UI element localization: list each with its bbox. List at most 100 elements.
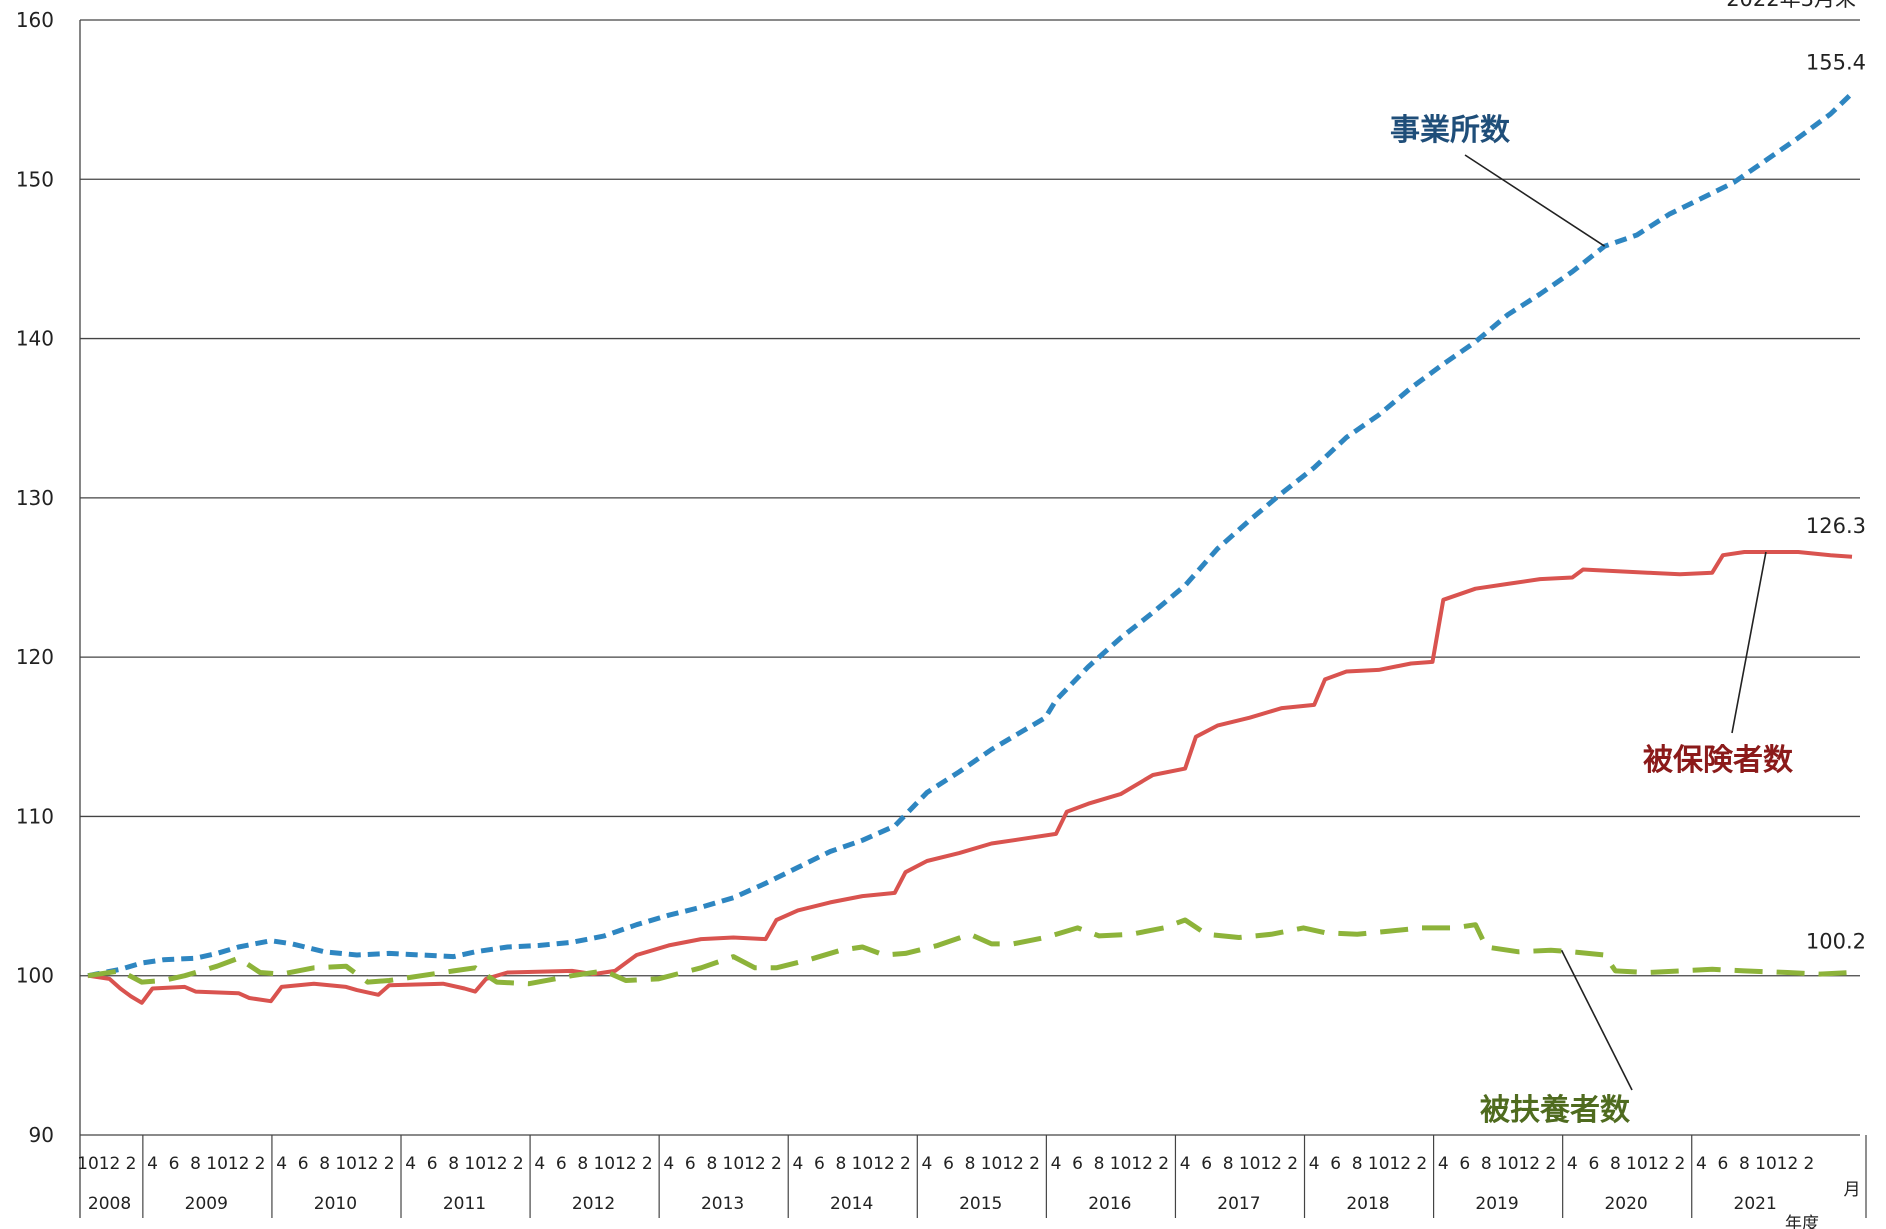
series-line: [87, 550, 1853, 1005]
x-month-label: 12: [1518, 1154, 1540, 1174]
x-month-label: 2: [1029, 1154, 1040, 1174]
x-month-label: 2: [900, 1154, 911, 1174]
end-value-label: 100.2: [1806, 930, 1866, 954]
series-line: [87, 917, 1853, 987]
x-month-label: 8: [1481, 1154, 1492, 1174]
y-tick-label: 120: [16, 645, 54, 669]
x-month-label: 12: [744, 1154, 766, 1174]
x-month-label: 12: [1389, 1154, 1411, 1174]
x-year-label: 2019: [1475, 1194, 1518, 1214]
x-month-label: 10: [981, 1154, 1003, 1174]
x-year-label: 2018: [1346, 1194, 1389, 1214]
x-month-label: 10: [1755, 1154, 1777, 1174]
x-month-label: 10: [852, 1154, 874, 1174]
x-year-label: 2013: [701, 1194, 744, 1214]
x-month-label: 12: [873, 1154, 895, 1174]
x-year-label: 2016: [1088, 1194, 1131, 1214]
y-tick-label: 140: [16, 327, 54, 351]
x-month-label: 8: [836, 1154, 847, 1174]
y-tick-label: 100: [16, 964, 54, 988]
x-month-label: 8: [448, 1154, 459, 1174]
x-month-label: 6: [943, 1154, 954, 1174]
x-month-label: 12: [1777, 1154, 1799, 1174]
series-label: 事業所数: [1390, 113, 1511, 148]
x-month-label: 4: [1567, 1154, 1578, 1174]
x-month-label: 8: [965, 1154, 976, 1174]
x-month-label: 4: [534, 1154, 545, 1174]
x-month-label: 6: [1718, 1154, 1729, 1174]
x-month-label: 10: [1368, 1154, 1390, 1174]
y-axis: 90 100 110 120 130 140 150 160: [16, 8, 81, 1218]
x-month-label: 4: [405, 1154, 416, 1174]
x-month-label: 10: [1626, 1154, 1648, 1174]
x-month-label: 12: [228, 1154, 250, 1174]
x-month-label: 8: [319, 1154, 330, 1174]
x-month-label: 12: [615, 1154, 637, 1174]
x-month-label: 4: [1696, 1154, 1707, 1174]
x-month-label: 6: [1588, 1154, 1599, 1174]
x-year-label: 2021: [1734, 1194, 1777, 1214]
x-month-label: 10: [206, 1154, 228, 1174]
y-tick-label: 130: [16, 486, 54, 510]
x-year-label: 2017: [1217, 1194, 1260, 1214]
x-month-label: 6: [169, 1154, 180, 1174]
x-year-label: 2008: [88, 1194, 131, 1214]
x-month-label: 4: [663, 1154, 674, 1174]
x-month-label: 4: [1309, 1154, 1320, 1174]
callout-leader-line: [1731, 551, 1767, 734]
y-tick-label: 150: [16, 167, 54, 191]
x-month-label: 2: [255, 1154, 266, 1174]
date-note: 2022年3月末: [1726, 0, 1856, 11]
x-month-label: 2: [1158, 1154, 1169, 1174]
x-month-label: 2: [1287, 1154, 1298, 1174]
x-month-label: 2: [771, 1154, 782, 1174]
end-value-label: 126.3: [1806, 514, 1866, 538]
x-month-label: 2: [1674, 1154, 1685, 1174]
callout-leader-line: [1464, 154, 1606, 247]
x-month-label: 8: [1352, 1154, 1363, 1174]
gridlines: [80, 19, 1860, 1136]
x-month-label: 2: [513, 1154, 524, 1174]
x-month-label: 2: [1545, 1154, 1556, 1174]
x-month-label: 6: [1072, 1154, 1083, 1174]
x-month-label: 6: [1201, 1154, 1212, 1174]
x-month-label: 4: [1180, 1154, 1191, 1174]
x-month-unit: 月: [1844, 1180, 1861, 1200]
series-label: 被扶養者数: [1480, 1093, 1631, 1128]
x-year-unit: 年度: [1785, 1214, 1819, 1229]
x-year-label: 2012: [572, 1194, 615, 1214]
x-month-label: 12: [486, 1154, 508, 1174]
x-month-label: 6: [427, 1154, 438, 1174]
x-month-label: 6: [685, 1154, 696, 1174]
x-year-label: 2011: [443, 1194, 486, 1214]
x-month-label: 10: [464, 1154, 486, 1174]
series-line: [87, 91, 1854, 979]
x-month-label: 12: [99, 1154, 121, 1174]
x-month-label: 10: [723, 1154, 745, 1174]
x-month-label: 4: [276, 1154, 287, 1174]
x-month-label: 8: [1223, 1154, 1234, 1174]
callout-leader-line: [1560, 949, 1633, 1091]
x-month-label: 10: [1110, 1154, 1132, 1174]
x-month-label: 12: [1260, 1154, 1282, 1174]
x-month-label: 8: [190, 1154, 201, 1174]
x-month-label: 2: [384, 1154, 395, 1174]
x-month-label: 6: [814, 1154, 825, 1174]
x-month-label: 10: [1497, 1154, 1519, 1174]
x-month-label: 8: [706, 1154, 717, 1174]
x-month-label: 6: [556, 1154, 567, 1174]
x-month-label: 12: [1002, 1154, 1024, 1174]
x-month-label: 12: [1131, 1154, 1153, 1174]
y-tick-label: 90: [29, 1123, 54, 1147]
x-month-label: 6: [298, 1154, 309, 1174]
x-month-label: 6: [1459, 1154, 1470, 1174]
x-month-label: 8: [1610, 1154, 1621, 1174]
x-month-label: 12: [357, 1154, 379, 1174]
x-month-label: 10: [1239, 1154, 1261, 1174]
y-tick-label: 160: [16, 8, 54, 32]
x-year-label: 2020: [1604, 1194, 1647, 1214]
x-month-label: 2: [126, 1154, 137, 1174]
x-month-label: 2: [642, 1154, 653, 1174]
